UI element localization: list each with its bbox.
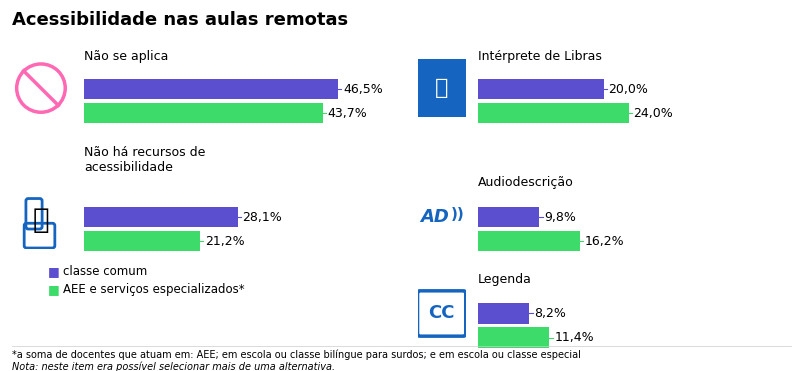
Text: Não há recursos de
acessibilidade: Não há recursos de acessibilidade [84,147,205,174]
Text: classe comum: classe comum [63,265,147,278]
Text: 11,4%: 11,4% [553,331,593,344]
Text: Intérprete de Libras: Intérprete de Libras [477,50,601,63]
FancyBboxPatch shape [417,291,465,336]
Text: 43,7%: 43,7% [327,106,367,120]
Text: Não se aplica: Não se aplica [84,50,168,63]
Text: ■: ■ [48,265,60,278]
Text: Acessibilidade nas aulas remotas: Acessibilidade nas aulas remotas [12,11,348,29]
Text: )): )) [450,207,464,221]
Text: *a soma de docentes que atuam em: AEE; em escola ou classe bilíngue para surdos;: *a soma de docentes que atuam em: AEE; e… [12,349,580,360]
Bar [26,226,52,246]
Text: 16,2%: 16,2% [584,234,623,248]
Text: Nota: neste item era possível selecionar mais de uma alternativa.: Nota: neste item era possível selecionar… [12,362,334,371]
Text: Audiodescrição: Audiodescrição [477,176,573,189]
Text: 👎: 👎 [33,206,49,234]
Text: 28,1%: 28,1% [242,210,282,224]
Text: 9,8%: 9,8% [544,210,575,224]
Text: 21,2%: 21,2% [205,234,245,248]
Text: 46,5%: 46,5% [342,82,383,96]
FancyBboxPatch shape [415,58,467,119]
Text: AEE e serviços especializados*: AEE e serviços especializados* [63,283,244,296]
Text: CC: CC [427,305,455,322]
Text: 8,2%: 8,2% [533,307,565,320]
Text: 20,0%: 20,0% [608,82,647,96]
Text: 24,0%: 24,0% [633,106,673,120]
Text: AD: AD [419,208,448,226]
Text: ✋: ✋ [435,78,448,98]
Text: ■: ■ [48,283,60,296]
Text: Legenda: Legenda [477,273,531,286]
